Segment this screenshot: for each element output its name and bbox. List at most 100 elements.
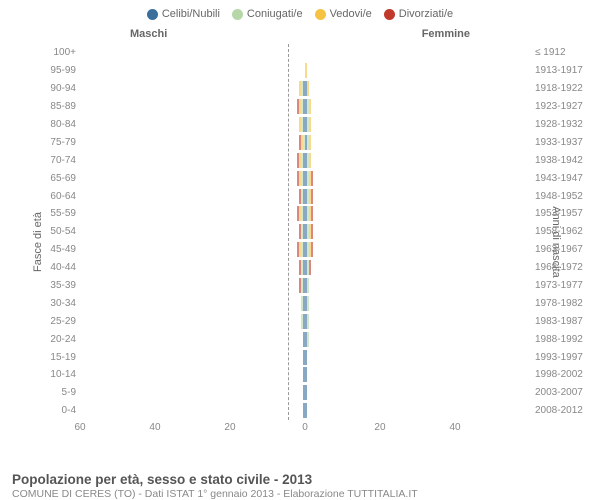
age-label: 50-54 (45, 226, 80, 237)
legend-item: Celibi/Nubili (147, 8, 220, 20)
bar-segment-div (311, 206, 313, 221)
bars-container (80, 171, 530, 186)
birth-label: 1918-1922 (535, 83, 595, 94)
age-label: 20-24 (45, 334, 80, 345)
bars-container (80, 350, 530, 365)
birth-label: 1973-1977 (535, 280, 595, 291)
age-label: 90-94 (45, 83, 80, 94)
x-axis: 60402002040 (80, 422, 530, 438)
bar-segment-con (307, 332, 309, 347)
chart-row: 30-34 1978-1982 (45, 294, 530, 312)
bar-segment-ved (309, 135, 311, 150)
age-label: 40-44 (45, 262, 80, 273)
bar-segment-cel (305, 385, 307, 400)
birth-label: 1928-1932 (535, 119, 595, 130)
legend-item: Coniugati/e (232, 8, 303, 20)
bars-container (80, 117, 530, 132)
bar-female (305, 403, 307, 418)
bar-segment-ved (309, 153, 311, 168)
chart-row: 5-9 2003-2007 (45, 384, 530, 402)
birth-label: 1913-1917 (535, 65, 595, 76)
bar-female (305, 135, 311, 150)
bar-segment-ved (309, 99, 311, 114)
bar-male (297, 206, 305, 221)
legend-dot-icon (384, 9, 395, 20)
birth-label: 1958-1962 (535, 226, 595, 237)
bar-segment-cel (305, 350, 307, 365)
age-label: 15-19 (45, 352, 80, 363)
bars-container (80, 403, 530, 418)
age-label: 35-39 (45, 280, 80, 291)
chart-row: 15-19 1993-1997 (45, 348, 530, 366)
birth-label: 1983-1987 (535, 316, 595, 327)
birth-label: 1953-1957 (535, 208, 595, 219)
x-tick: 20 (374, 422, 385, 433)
bars-container (80, 63, 530, 78)
bar-female (305, 117, 311, 132)
bar-female (305, 99, 311, 114)
bar-female (305, 81, 309, 96)
bar-segment-div (311, 189, 313, 204)
age-label: 25-29 (45, 316, 80, 327)
x-tick: 20 (224, 422, 235, 433)
legend-dot-icon (315, 9, 326, 20)
x-tick: 40 (449, 422, 460, 433)
birth-label: 1988-1992 (535, 334, 595, 345)
legend-dot-icon (147, 9, 158, 20)
bar-segment-con (307, 314, 309, 329)
chart-title: Popolazione per età, sesso e stato civil… (12, 472, 588, 487)
chart-area: Fasce di età Anni di nascita 100+ ≤ 1912… (0, 44, 600, 440)
birth-label: 1968-1972 (535, 262, 595, 273)
birth-label: 1998-2002 (535, 369, 595, 380)
bars-container (80, 314, 530, 329)
chart-row: 0-4 2008-2012 (45, 402, 530, 420)
bars-container (80, 296, 530, 311)
age-label: 10-14 (45, 369, 80, 380)
bars-container (80, 153, 530, 168)
bar-female (305, 63, 307, 78)
legend: Celibi/Nubili Coniugati/e Vedovi/e Divorzia… (0, 0, 600, 24)
bar-male (297, 171, 305, 186)
bars-container (80, 206, 530, 221)
age-label: 95-99 (45, 65, 80, 76)
legend-item: Divorziati/e (384, 8, 453, 20)
birth-label: 1923-1927 (535, 101, 595, 112)
bar-segment-cel (305, 403, 307, 418)
age-label: 45-49 (45, 244, 80, 255)
age-label: 30-34 (45, 298, 80, 309)
bar-segment-div (311, 224, 313, 239)
bar-segment-ved (305, 63, 307, 78)
header-male: Maschi (130, 28, 167, 40)
age-label: 55-59 (45, 208, 80, 219)
chart-row: 70-74 1938-1942 (45, 151, 530, 169)
birth-label: 1938-1942 (535, 155, 595, 166)
birth-label: ≤ 1912 (535, 47, 595, 58)
bar-female (305, 189, 313, 204)
bar-female (305, 385, 307, 400)
y-axis-label-left: Fasce di età (32, 212, 44, 272)
age-label: 0-4 (45, 405, 80, 416)
x-tick: 60 (74, 422, 85, 433)
legend-dot-icon (232, 9, 243, 20)
bars-container (80, 385, 530, 400)
chart-row: 100+ ≤ 1912 (45, 44, 530, 62)
legend-item: Vedovi/e (315, 8, 372, 20)
chart-row: 10-14 1998-2002 (45, 366, 530, 384)
birth-label: 1993-1997 (535, 352, 595, 363)
chart-row: 25-29 1983-1987 (45, 312, 530, 330)
legend-label: Vedovi/e (330, 8, 372, 20)
bars-container (80, 45, 530, 60)
bar-female (305, 350, 307, 365)
chart-row: 65-69 1943-1947 (45, 169, 530, 187)
bar-segment-con (307, 278, 309, 293)
chart-row: 40-44 1968-1972 (45, 259, 530, 277)
age-label: 80-84 (45, 119, 80, 130)
chart-row: 55-59 1953-1957 (45, 205, 530, 223)
bar-female (305, 242, 313, 257)
age-label: 65-69 (45, 173, 80, 184)
chart-row: 90-94 1918-1922 (45, 80, 530, 98)
x-tick: 0 (302, 422, 308, 433)
bar-female (305, 314, 309, 329)
chart-subtitle: COMUNE DI CERES (TO) - Dati ISTAT 1° gen… (12, 488, 588, 500)
header-female: Femmine (422, 28, 470, 40)
